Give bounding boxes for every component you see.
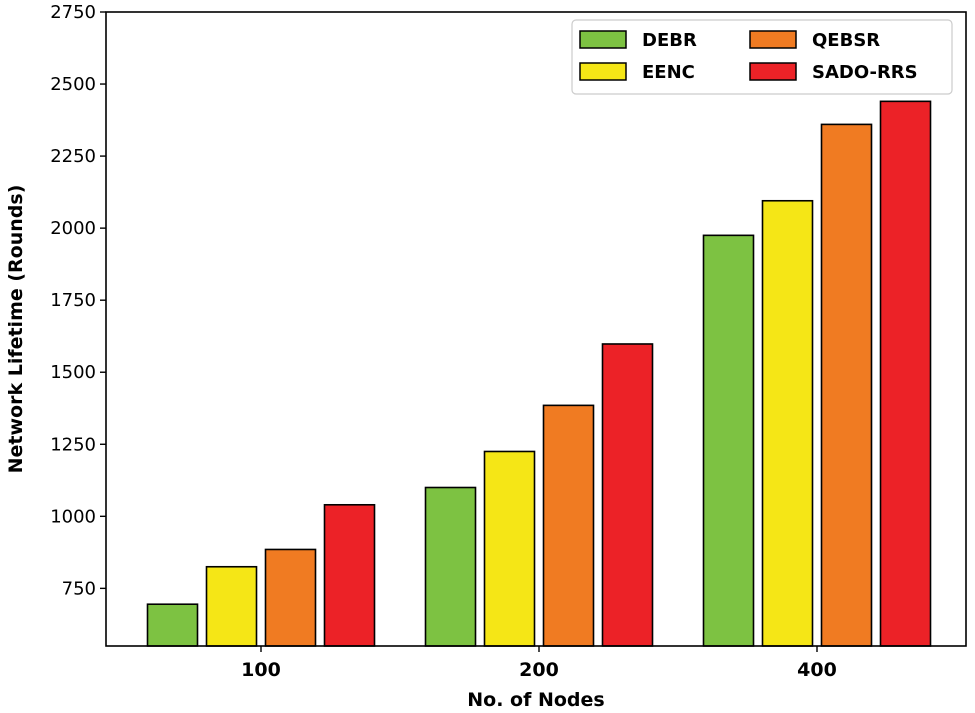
axes-frame [105, 11, 967, 647]
bar-sado-rrs-200 [601, 343, 654, 647]
x-axis: 100 200 400 [241, 646, 837, 681]
y-tick-label: 1500 [50, 362, 96, 383]
legend-frame [571, 19, 953, 95]
x-tick-label: 200 [519, 659, 559, 681]
y-tick-label: 750 [62, 578, 96, 599]
bar-qebsr-400 [820, 123, 873, 647]
legend-label-sado-rrs: SADO-RRS [812, 62, 918, 83]
y-tick-label: 1000 [50, 506, 96, 527]
y-tick-label: 2250 [50, 146, 96, 167]
legend-swatch-debr [579, 30, 627, 49]
x-tick-label: 100 [241, 659, 281, 681]
x-axis-title: No. of Nodes [467, 689, 604, 711]
legend-label-debr: DEBR [642, 30, 697, 51]
y-tick-label: 2000 [50, 218, 96, 239]
y-axis: 750 1000 1250 1500 1750 2000 2250 2500 2750 [50, 2, 106, 599]
bar-debr-400 [702, 234, 755, 647]
legend-swatch-qebsr [749, 30, 797, 49]
bar-eenc-200 [483, 450, 536, 647]
plot-area [146, 100, 932, 647]
legend-label-qebsr: QEBSR [812, 30, 880, 51]
bar-qebsr-100 [264, 548, 317, 647]
y-axis-title: Network Lifetime (Rounds) [5, 185, 27, 474]
bar-debr-200 [424, 486, 477, 647]
bar-eenc-400 [761, 199, 814, 647]
legend-swatch-eenc [579, 62, 627, 81]
bar-qebsr-200 [542, 404, 595, 647]
y-tick-label: 2500 [50, 74, 96, 95]
x-tick-label: 400 [797, 659, 837, 681]
bar-debr-100 [146, 603, 199, 647]
y-tick-label: 2750 [50, 2, 96, 23]
y-tick-label: 1250 [50, 434, 96, 455]
bar-sado-rrs-400 [879, 100, 932, 647]
y-tick-label: 1750 [50, 290, 96, 311]
bar-sado-rrs-100 [323, 503, 376, 647]
legend-swatch-sado-rrs [749, 62, 797, 81]
bar-eenc-100 [205, 565, 258, 647]
legend-label-eenc: EENC [642, 62, 695, 83]
legend: DEBR EENC QEBSR SADO-RRS [571, 19, 953, 95]
